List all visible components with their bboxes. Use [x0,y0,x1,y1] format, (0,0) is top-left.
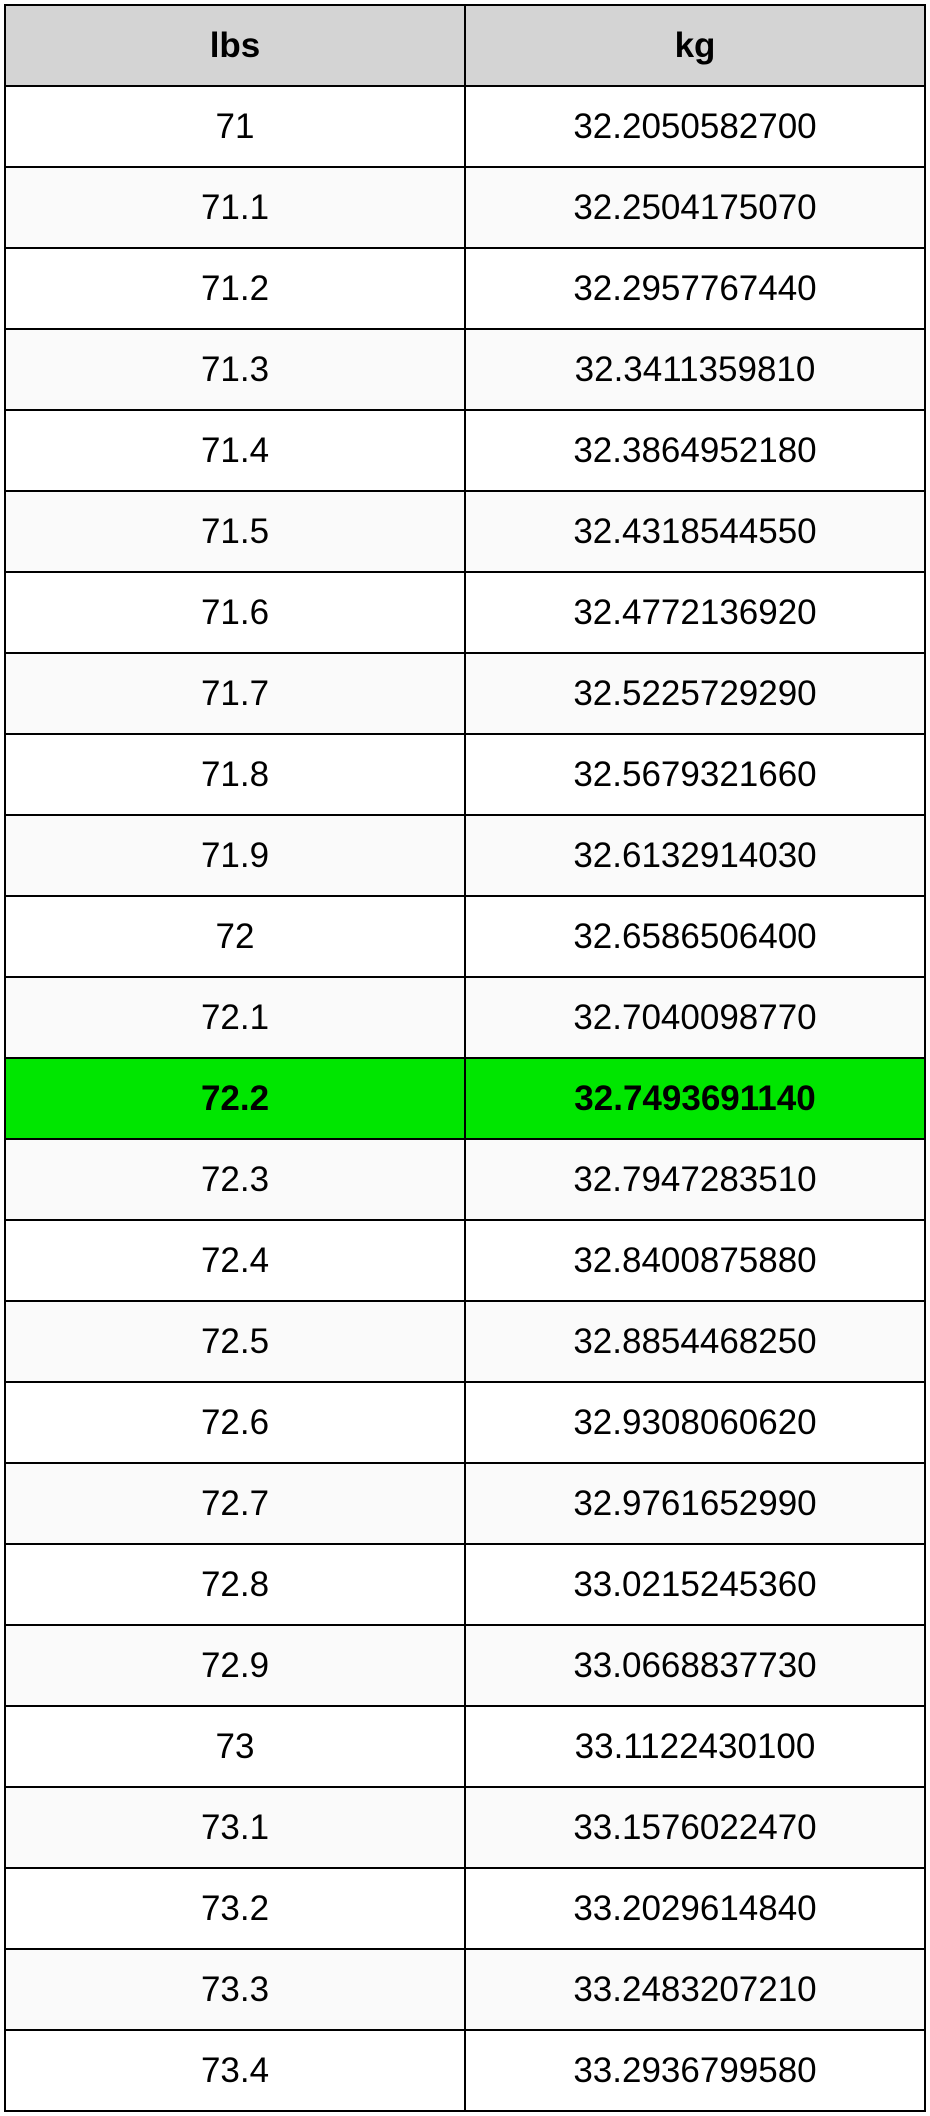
cell-lbs: 72.1 [5,977,465,1058]
cell-kg: 33.1122430100 [465,1706,925,1787]
cell-kg: 32.9308060620 [465,1382,925,1463]
cell-lbs: 71.1 [5,167,465,248]
cell-lbs: 73.4 [5,2030,465,2111]
table-row: 72.833.0215245360 [5,1544,925,1625]
cell-lbs: 71.8 [5,734,465,815]
cell-kg: 32.7947283510 [465,1139,925,1220]
cell-lbs: 73.2 [5,1868,465,1949]
cell-kg: 32.4772136920 [465,572,925,653]
cell-lbs: 71.5 [5,491,465,572]
table-row: 71.432.3864952180 [5,410,925,491]
cell-kg: 33.0668837730 [465,1625,925,1706]
cell-lbs: 71.2 [5,248,465,329]
cell-kg: 32.4318544550 [465,491,925,572]
table-row: 73.133.1576022470 [5,1787,925,1868]
table-row: 7232.6586506400 [5,896,925,977]
cell-lbs: 71.6 [5,572,465,653]
table-row: 72.232.7493691140 [5,1058,925,1139]
table-row: 7132.2050582700 [5,86,925,167]
cell-kg: 32.3864952180 [465,410,925,491]
cell-lbs: 73 [5,1706,465,1787]
cell-lbs: 72.2 [5,1058,465,1139]
table-row: 71.532.4318544550 [5,491,925,572]
column-header-kg: kg [465,5,925,86]
table-row: 71.632.4772136920 [5,572,925,653]
cell-kg: 32.7493691140 [465,1058,925,1139]
cell-kg: 32.8400875880 [465,1220,925,1301]
table-row: 72.632.9308060620 [5,1382,925,1463]
cell-lbs: 72.9 [5,1625,465,1706]
cell-lbs: 71.3 [5,329,465,410]
table-row: 72.432.8400875880 [5,1220,925,1301]
table-row: 72.532.8854468250 [5,1301,925,1382]
table-row: 72.332.7947283510 [5,1139,925,1220]
cell-kg: 32.6132914030 [465,815,925,896]
cell-kg: 33.2936799580 [465,2030,925,2111]
conversion-table: lbs kg 7132.205058270071.132.25041750707… [4,4,926,2112]
cell-kg: 32.3411359810 [465,329,925,410]
cell-kg: 32.9761652990 [465,1463,925,1544]
cell-kg: 33.2483207210 [465,1949,925,2030]
column-header-lbs: lbs [5,5,465,86]
table-row: 72.933.0668837730 [5,1625,925,1706]
cell-kg: 32.2504175070 [465,167,925,248]
cell-kg: 32.8854468250 [465,1301,925,1382]
cell-lbs: 73.1 [5,1787,465,1868]
cell-kg: 33.1576022470 [465,1787,925,1868]
cell-kg: 33.2029614840 [465,1868,925,1949]
cell-kg: 33.0215245360 [465,1544,925,1625]
table-row: 72.132.7040098770 [5,977,925,1058]
table-header-row: lbs kg [5,5,925,86]
table-row: 73.433.2936799580 [5,2030,925,2111]
table-body: 7132.205058270071.132.250417507071.232.2… [5,86,925,2111]
table-row: 71.732.5225729290 [5,653,925,734]
cell-lbs: 72.6 [5,1382,465,1463]
cell-lbs: 71.4 [5,410,465,491]
cell-kg: 32.5225729290 [465,653,925,734]
cell-lbs: 72.4 [5,1220,465,1301]
cell-lbs: 72.8 [5,1544,465,1625]
cell-lbs: 72.3 [5,1139,465,1220]
cell-lbs: 71.9 [5,815,465,896]
cell-lbs: 72 [5,896,465,977]
table-row: 71.132.2504175070 [5,167,925,248]
cell-lbs: 73.3 [5,1949,465,2030]
table-row: 72.732.9761652990 [5,1463,925,1544]
table-row: 71.332.3411359810 [5,329,925,410]
cell-kg: 32.6586506400 [465,896,925,977]
cell-kg: 32.5679321660 [465,734,925,815]
cell-kg: 32.2957767440 [465,248,925,329]
table-row: 71.832.5679321660 [5,734,925,815]
cell-kg: 32.7040098770 [465,977,925,1058]
cell-kg: 32.2050582700 [465,86,925,167]
table-row: 71.232.2957767440 [5,248,925,329]
cell-lbs: 72.5 [5,1301,465,1382]
table-row: 73.233.2029614840 [5,1868,925,1949]
cell-lbs: 71.7 [5,653,465,734]
cell-lbs: 72.7 [5,1463,465,1544]
cell-lbs: 71 [5,86,465,167]
table-row: 7333.1122430100 [5,1706,925,1787]
table-row: 71.932.6132914030 [5,815,925,896]
table-row: 73.333.2483207210 [5,1949,925,2030]
